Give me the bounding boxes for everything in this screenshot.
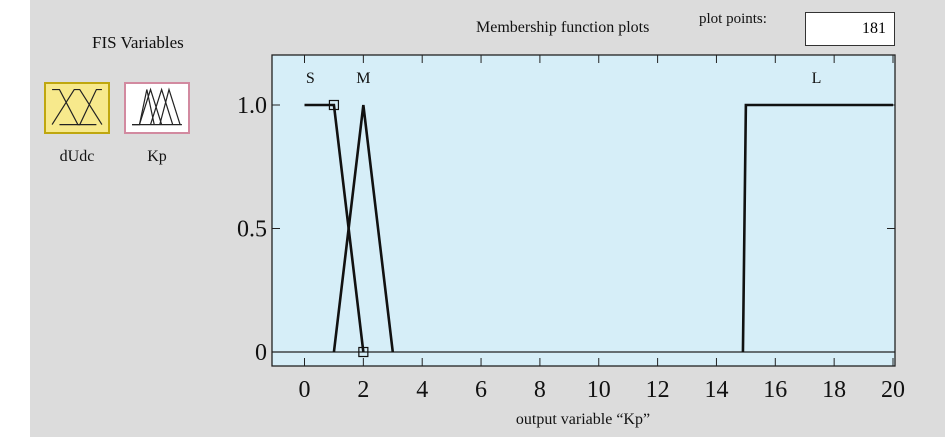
x-tick-label: 6 bbox=[475, 377, 487, 403]
mf-curve-l bbox=[741, 103, 893, 353]
mf-handle-marker bbox=[358, 346, 369, 358]
x-tick-label: 16 bbox=[763, 377, 787, 403]
y-tick-label: 0 bbox=[255, 340, 267, 366]
mf-curve-m bbox=[332, 104, 395, 353]
variable-dudc-label: dUdc bbox=[59, 148, 95, 165]
y-tick-label: 0.5 bbox=[237, 217, 267, 243]
mf-label-m: M bbox=[356, 70, 370, 87]
variable-kp-label: Kp bbox=[147, 148, 167, 165]
x-tick-label: 8 bbox=[534, 377, 546, 403]
x-tick-label: 4 bbox=[416, 377, 428, 403]
membership-function-plot: 0 2 4 6 8 10 12 14 16 18 20 0 0.5 1.0 output variable … bbox=[237, 54, 905, 428]
x-tick-label: 0 bbox=[299, 377, 311, 403]
membership-plots-title: Membership function plots bbox=[476, 19, 650, 36]
x-tick-label: 18 bbox=[822, 377, 846, 403]
fis-variables-title: FIS Variables bbox=[92, 33, 184, 52]
y-tick-label: 1.0 bbox=[237, 93, 267, 119]
variable-dudc-box[interactable] bbox=[44, 82, 110, 134]
x-tick-label: 14 bbox=[704, 377, 728, 403]
plot-area bbox=[271, 54, 896, 367]
mf-handle-marker bbox=[328, 99, 340, 111]
mf-label-l: L bbox=[812, 70, 822, 87]
x-axis-label: output variable “Kp” bbox=[516, 411, 650, 428]
x-tick-label: 2 bbox=[357, 377, 369, 403]
mf-curve-s bbox=[304, 103, 365, 353]
fis-editor-panel: FIS Variables dUdc Kp Membership functio… bbox=[30, 0, 945, 437]
plot-points-input[interactable] bbox=[805, 12, 895, 46]
output-variable-icon bbox=[132, 87, 182, 126]
x-tick-label: 12 bbox=[646, 377, 670, 403]
x-tick-label: 10 bbox=[587, 377, 611, 403]
x-tick-label: 20 bbox=[881, 377, 905, 403]
mf-label-s: S bbox=[306, 70, 315, 87]
input-variable-icon bbox=[51, 88, 103, 126]
variable-kp-box[interactable] bbox=[124, 82, 190, 134]
plot-points-label: plot points: bbox=[699, 11, 767, 27]
